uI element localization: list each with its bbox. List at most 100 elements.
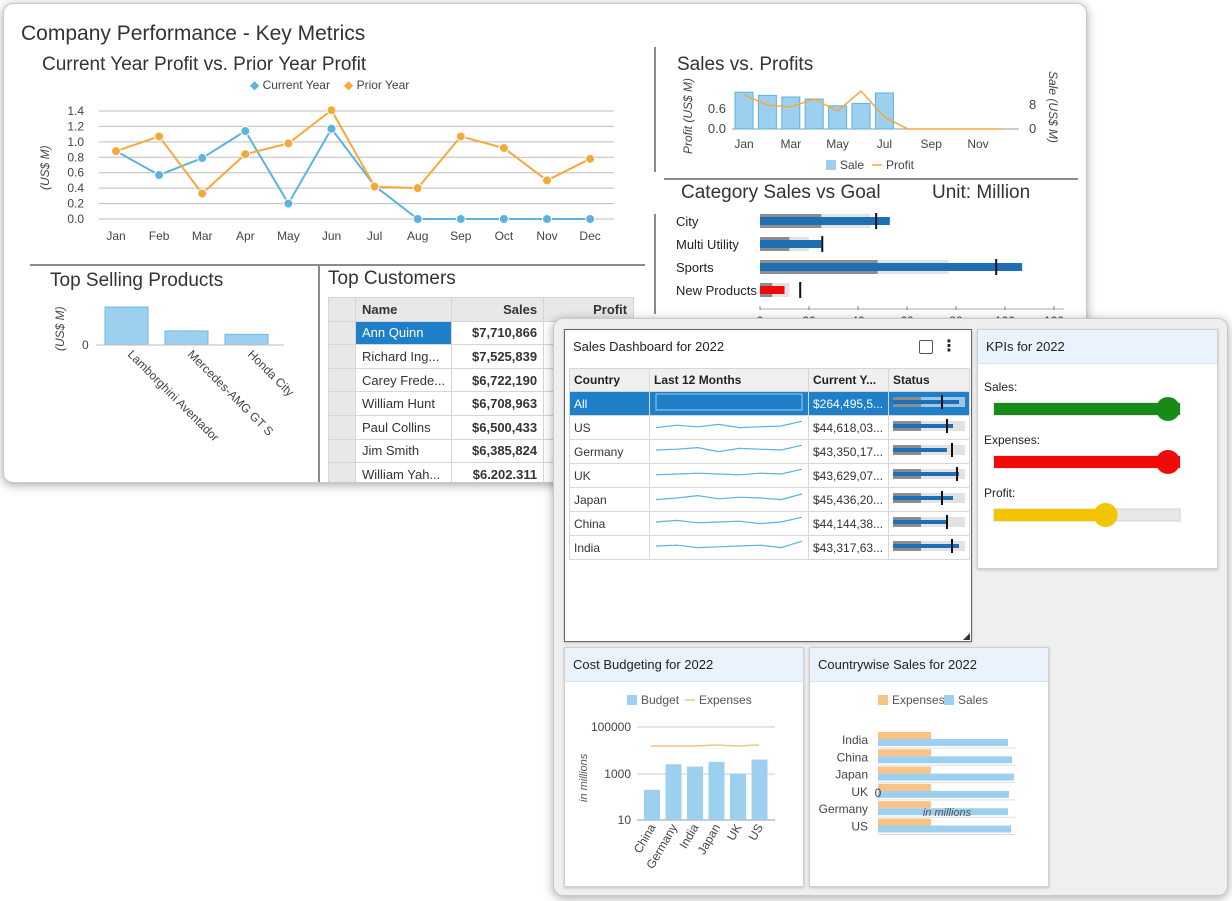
goal-marker xyxy=(875,213,878,229)
actual-bar xyxy=(760,217,890,225)
col-country[interactable]: Country xyxy=(569,368,650,392)
category-unit: Unit: Million xyxy=(932,182,1031,203)
current-year-cell[interactable]: $43,350,17... xyxy=(808,439,889,464)
x-tick-label: Dec xyxy=(579,229,600,243)
goal-marker xyxy=(995,259,998,275)
customer-sales[interactable]: $6,500,433 xyxy=(451,414,545,440)
current-year-point xyxy=(498,214,509,224)
sparkline-cell xyxy=(649,415,809,440)
prior-year-point xyxy=(412,183,423,194)
customer-sales[interactable]: $6,708,963 xyxy=(451,391,545,416)
x-tick-label: UK xyxy=(724,822,744,843)
prior-year-point xyxy=(498,143,509,154)
current-year-point xyxy=(585,214,596,224)
customer-name[interactable]: Richard Ing... xyxy=(354,344,453,369)
customer-sales[interactable]: $6,722,190 xyxy=(451,367,545,393)
legend-profit: Profit xyxy=(886,158,915,172)
current-year-cell[interactable]: $43,317,63... xyxy=(808,535,889,560)
table-row[interactable]: Germany $43,350,17... xyxy=(569,439,970,464)
prior-year-point xyxy=(369,181,380,192)
table-row[interactable]: US $44,618,03... xyxy=(569,415,970,440)
col-last-12-months[interactable]: Last 12 Months xyxy=(649,368,809,392)
category-label: Sports xyxy=(676,260,714,275)
table-row[interactable]: China $44,144,38... xyxy=(569,511,970,536)
prior-year-point xyxy=(326,105,337,116)
x-tick-label: Jan xyxy=(734,137,753,151)
sales-bar xyxy=(878,825,1011,833)
expand-icon[interactable] xyxy=(919,340,933,354)
y-tick-label: 1.0 xyxy=(67,135,84,149)
row-header[interactable] xyxy=(328,367,356,393)
kpi-title: KPIs for 2022 xyxy=(986,339,1065,354)
row-header[interactable] xyxy=(328,462,356,482)
table-row[interactable]: UK $43,629,07... xyxy=(569,463,970,488)
country-cell[interactable]: India xyxy=(569,535,650,560)
row-header[interactable] xyxy=(328,391,356,416)
sparkline-cell xyxy=(649,511,809,536)
row-header[interactable] xyxy=(328,414,356,440)
col-profit[interactable]: Profit xyxy=(543,297,635,322)
country-cell[interactable]: China xyxy=(569,511,650,536)
customer-sales[interactable]: $6.202.311 xyxy=(451,462,545,482)
col-name[interactable]: Name xyxy=(354,297,453,322)
customer-sales[interactable]: $7,525,839 xyxy=(451,344,545,369)
table-row[interactable]: All $264,495,5... xyxy=(569,391,970,416)
status-cell xyxy=(888,487,970,512)
x-tick-label: Jul xyxy=(367,229,382,243)
col-current-year[interactable]: Current Y... xyxy=(808,368,889,392)
product-bar xyxy=(224,333,269,346)
country-cell[interactable]: Germany xyxy=(569,439,650,464)
sparkline xyxy=(655,468,803,476)
sale-bar xyxy=(734,91,754,130)
legend-expenses-swatch xyxy=(878,695,888,705)
current-year-cell[interactable]: $44,618,03... xyxy=(808,415,889,440)
prior-year-point xyxy=(240,149,251,160)
country-cell[interactable]: All xyxy=(569,391,650,416)
customer-name[interactable]: Carey Frede... xyxy=(354,367,453,393)
col-status[interactable]: Status xyxy=(888,368,970,392)
x-tick-label: Sep xyxy=(450,229,472,243)
current-year-cell[interactable]: $43,629,07... xyxy=(808,463,889,488)
category-label: City xyxy=(676,214,699,229)
sparkline xyxy=(655,493,803,501)
sparkline xyxy=(655,444,803,453)
customer-sales[interactable]: $6,385,824 xyxy=(451,438,545,464)
resize-handle-icon[interactable] xyxy=(963,633,970,640)
customer-name[interactable]: William Hunt xyxy=(354,391,453,416)
prior-year-point xyxy=(197,188,208,199)
country-cell[interactable]: US xyxy=(569,415,650,440)
expenses-bar xyxy=(878,732,931,739)
customer-name[interactable]: Jim Smith xyxy=(354,438,453,464)
legend-budget-swatch xyxy=(627,695,637,705)
legend-sales: Sales xyxy=(958,693,988,707)
table-row[interactable]: India $43,317,63... xyxy=(569,535,970,560)
row-header[interactable] xyxy=(328,320,356,346)
current-year-point xyxy=(542,214,552,224)
current-year-cell[interactable]: $264,495,5... xyxy=(808,391,889,416)
current-year-cell[interactable]: $44,144,38... xyxy=(808,511,889,536)
legend-sales-swatch xyxy=(944,695,954,705)
goal-marker xyxy=(799,282,802,298)
prior-year-point xyxy=(455,131,466,142)
legend-expenses: Expenses xyxy=(699,693,752,707)
more-options-icon[interactable]: ⋮ xyxy=(941,338,957,355)
prior-year-point xyxy=(283,138,294,149)
sales-bar xyxy=(878,808,1008,816)
row-header-corner xyxy=(328,297,356,322)
country-cell[interactable]: Japan xyxy=(569,487,650,512)
row-header[interactable] xyxy=(328,344,356,369)
actual-bar xyxy=(760,263,1023,271)
country-cell[interactable]: UK xyxy=(569,463,650,488)
customer-name[interactable]: Ann Quinn xyxy=(354,320,453,346)
status-cell xyxy=(888,463,970,488)
status-bullet xyxy=(893,515,965,529)
expenses-bar xyxy=(878,818,931,826)
row-header[interactable] xyxy=(328,438,356,464)
current-year-cell[interactable]: $45,436,20... xyxy=(808,487,889,512)
current-year-point xyxy=(240,126,251,137)
col-sales[interactable]: Sales xyxy=(451,297,545,322)
table-row[interactable]: Japan $45,436,20... xyxy=(569,487,970,512)
customer-name[interactable]: William Yah... xyxy=(354,462,453,482)
customer-name[interactable]: Paul Collins xyxy=(354,414,453,440)
customer-sales[interactable]: $7,710,866 xyxy=(451,320,545,346)
